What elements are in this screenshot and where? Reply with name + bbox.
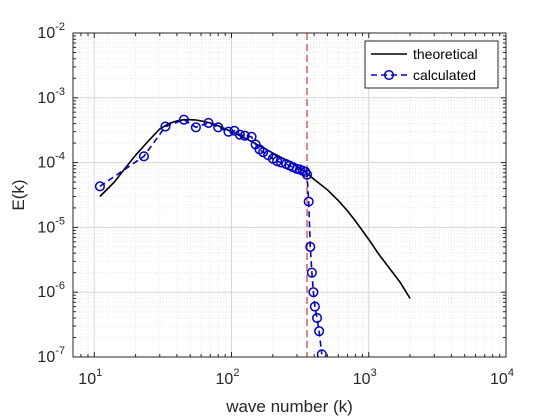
data-point-calculated [203, 117, 214, 128]
x-tick-labels: 101 102 103 104 [78, 367, 514, 388]
y-axis-label: E(k) [9, 179, 28, 210]
data-point-calculated [276, 157, 287, 168]
data-point-calculated [316, 349, 327, 357]
y-tick-label: 10-5 [37, 215, 65, 236]
legend-label-calculated: calculated [413, 67, 476, 83]
watermark-text: 知乎 @刘淼 [454, 389, 523, 405]
x-tick-label: 101 [78, 367, 102, 388]
legend: theoretical calculated [364, 40, 499, 89]
data-point-calculated [305, 241, 316, 252]
x-tick-label: 103 [353, 367, 377, 388]
legend-box [364, 40, 499, 89]
axis-ticks [72, 32, 507, 358]
minor-grid [72, 33, 506, 357]
data-point-calculated [160, 121, 171, 132]
data-point-calculated [308, 287, 319, 298]
data-point-calculated [246, 131, 257, 142]
data-layer [94, 33, 411, 357]
legend-label-theoretical: theoretical [413, 46, 478, 62]
data-point-calculated [306, 267, 317, 278]
y-tick-label: 10-4 [37, 151, 65, 172]
data-point-calculated [301, 169, 313, 180]
y-tick-label: 10-7 [37, 345, 65, 366]
data-point-calculated [239, 130, 250, 141]
data-point-calculated [258, 147, 269, 158]
x-axis-label: wave number (k) [225, 397, 353, 416]
y-tick-label: 10-3 [37, 86, 65, 107]
x-tick-label: 102 [216, 367, 240, 388]
x-tick-label: 104 [490, 367, 514, 388]
data-point-calculated [178, 114, 189, 125]
plot-frame [72, 32, 507, 358]
y-tick-label: 10-2 [37, 21, 65, 42]
y-tick-labels: 10-7 10-6 10-5 10-4 10-3 10-2 [37, 21, 65, 366]
data-point-calculated [314, 326, 325, 337]
data-point-calculated [309, 301, 320, 312]
data-point-calculated [223, 126, 234, 137]
data-point-calculated [190, 122, 201, 133]
data-point-calculated [234, 129, 245, 140]
data-point-calculated [94, 181, 105, 192]
data-point-calculated [303, 196, 314, 207]
data-point-calculated [311, 312, 323, 324]
series-line-calculated [99, 118, 323, 355]
y-tick-label: 10-6 [37, 280, 65, 301]
legend-marker-calculated [383, 69, 395, 81]
data-point-calculated [138, 151, 149, 162]
data-point-calculated [213, 122, 224, 133]
